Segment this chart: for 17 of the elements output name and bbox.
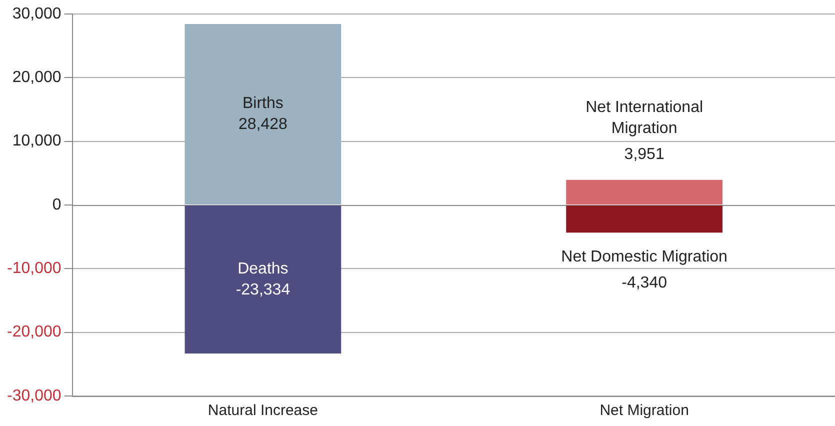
x-tick-label: Natural Increase <box>208 402 318 420</box>
data-label: -4,340 <box>622 274 668 292</box>
y-tick-label: -30,000 <box>7 387 62 404</box>
y-tick-label: 10,000 <box>12 132 62 150</box>
data-label: 28,428 <box>238 116 288 134</box>
series-label: Births <box>242 95 284 112</box>
data-label: -23,334 <box>236 281 290 298</box>
y-tick-label: 30,000 <box>12 5 62 22</box>
series-label: Net Domestic Migration <box>561 248 728 266</box>
data-label: 3,951 <box>624 146 664 163</box>
series-label: Deaths <box>238 260 288 278</box>
y-tick-label: -20,000 <box>7 324 62 341</box>
y-tick-label: 0 <box>52 196 62 214</box>
y-tick-label: -10,000 <box>7 260 62 278</box>
text: Net International Migration <box>586 98 704 137</box>
x-tick-label: Net Migration <box>600 402 689 420</box>
y-tick-label: 20,000 <box>12 69 62 86</box>
